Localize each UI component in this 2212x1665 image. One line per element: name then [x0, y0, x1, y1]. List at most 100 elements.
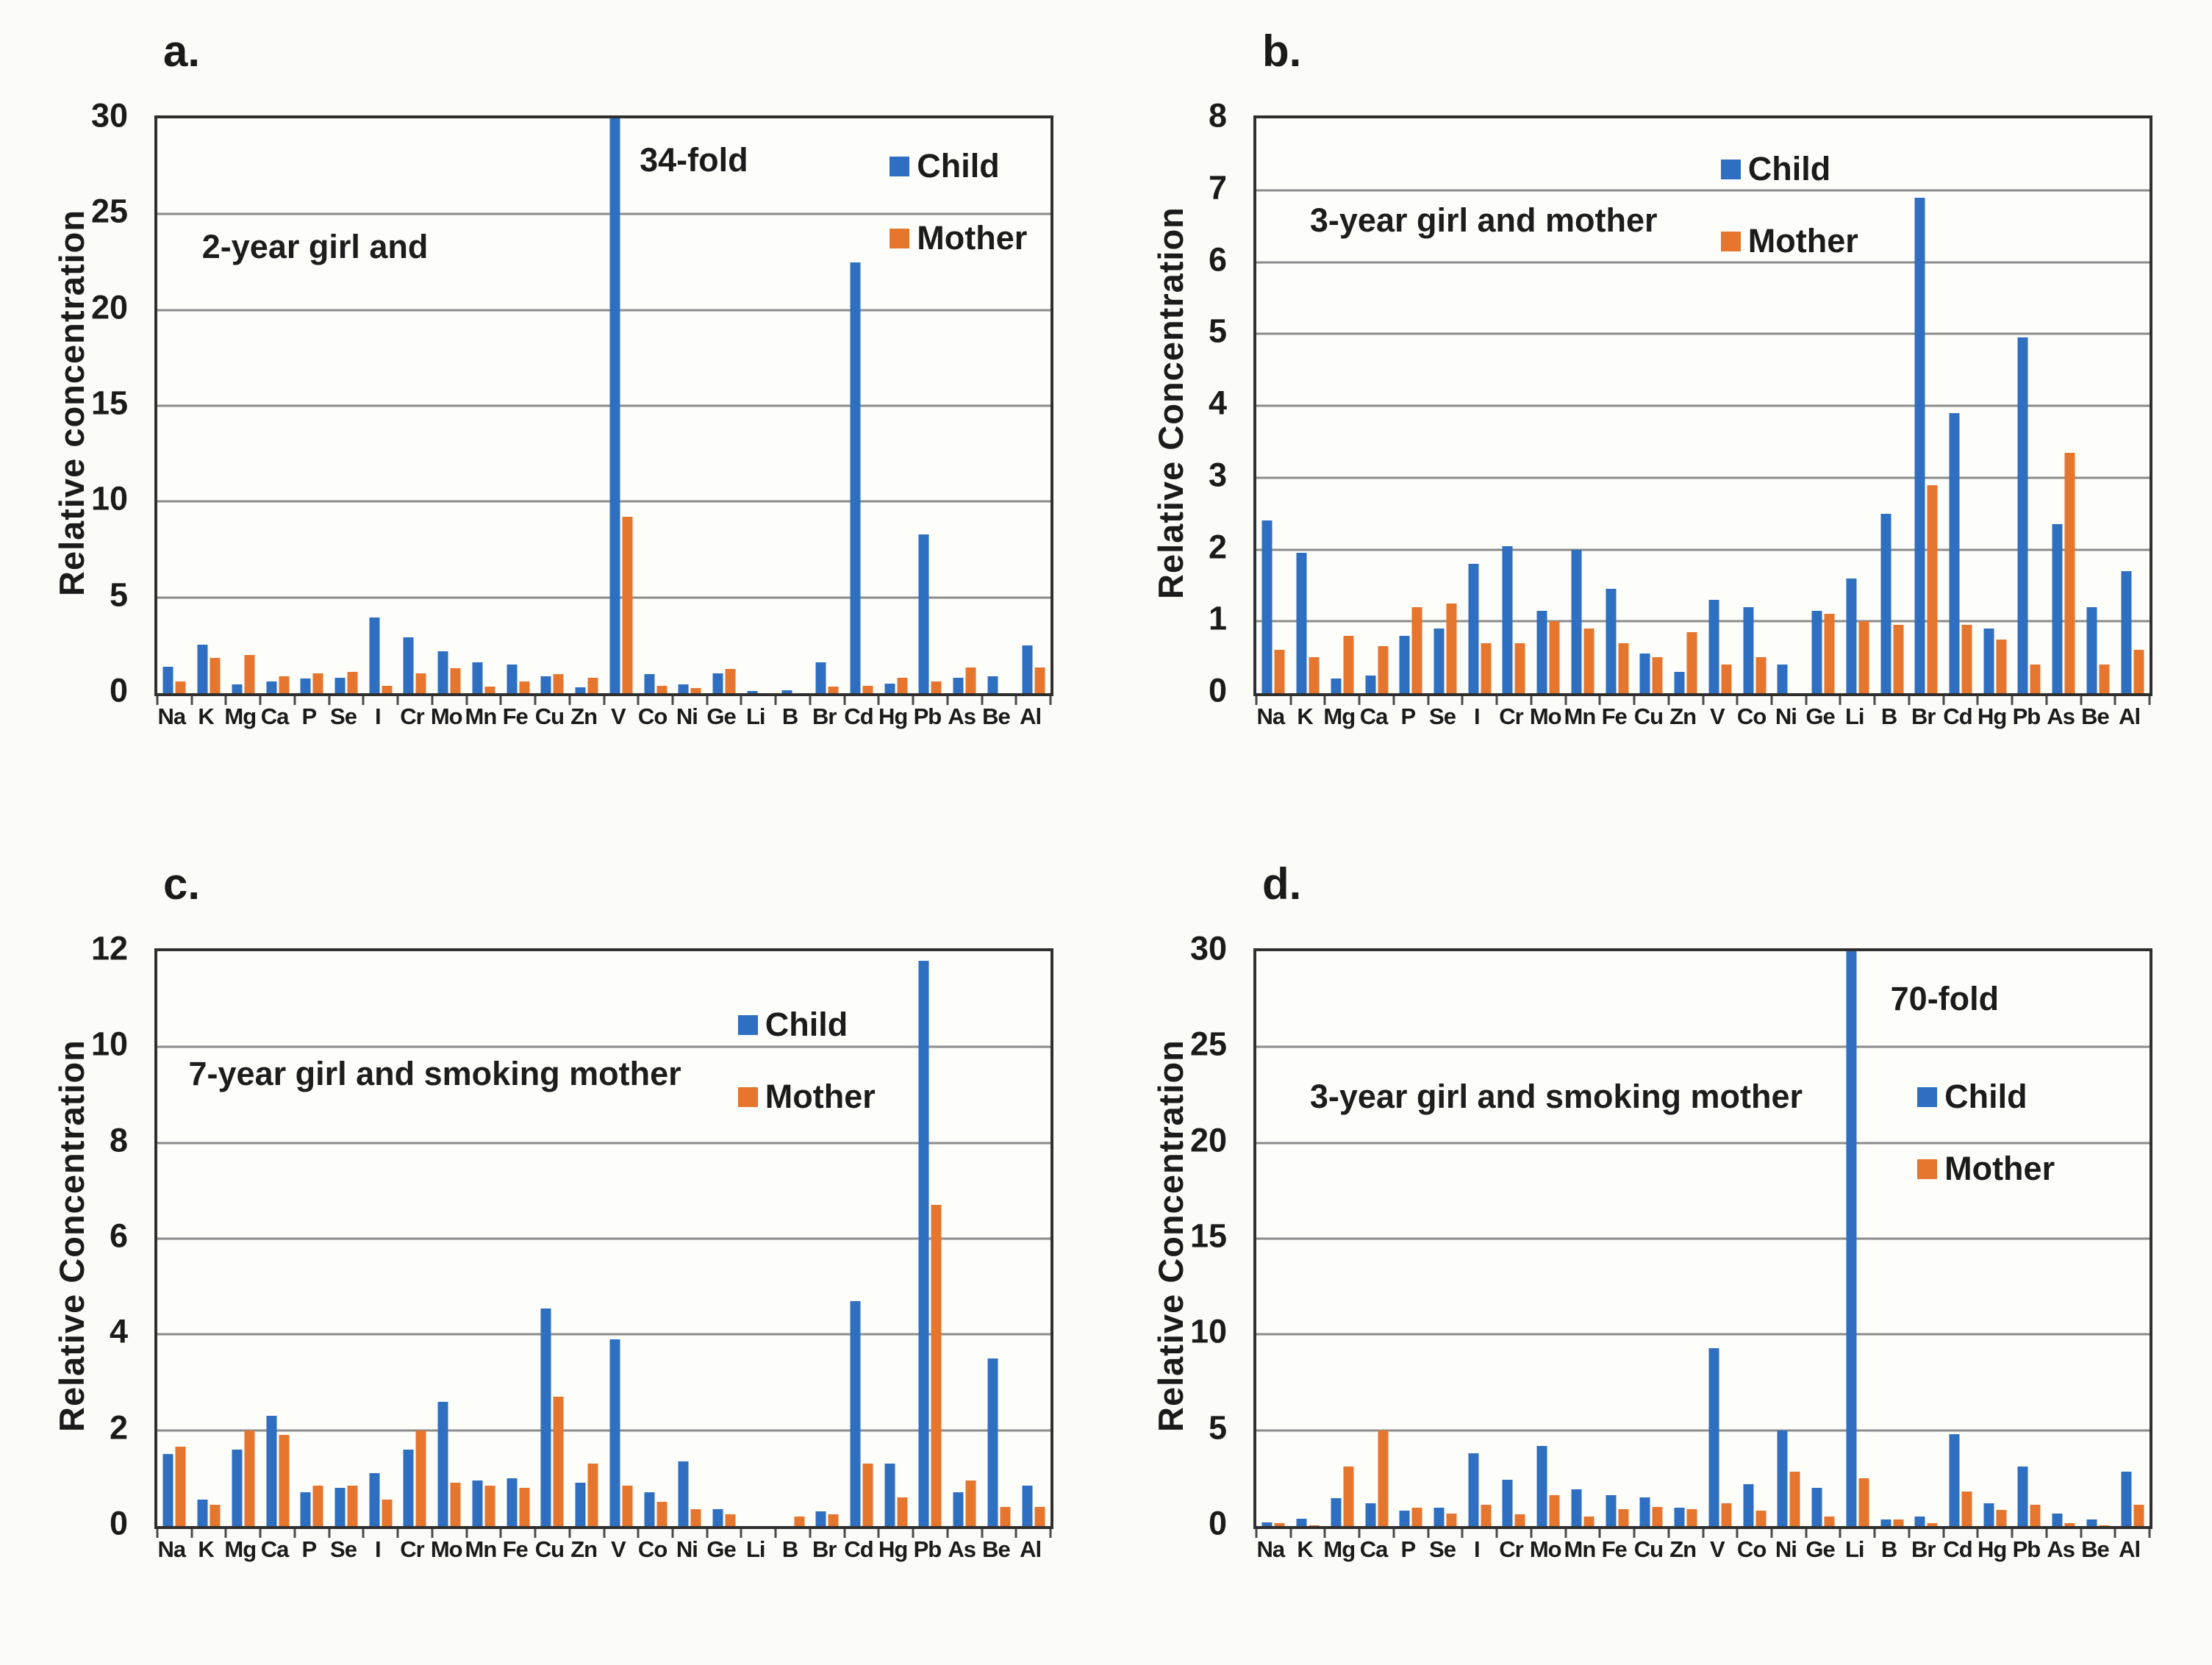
x-tick-label: Zn — [1669, 703, 1697, 729]
x-tick-mark — [981, 696, 984, 705]
bar-child-Mo — [437, 1401, 448, 1526]
x-tick-mark — [1564, 1529, 1567, 1538]
bar-group-As — [2052, 118, 2075, 693]
x-tick-label: Li — [1845, 1536, 1865, 1562]
bar-group-Na — [162, 118, 186, 693]
y-tick-label: 6 — [109, 1217, 128, 1255]
bar-child-Mo — [1536, 610, 1547, 693]
bar-mother-K — [1309, 1525, 1320, 1526]
x-tick-label: K — [1297, 1536, 1313, 1562]
x-tick-mark — [156, 1529, 159, 1538]
x-tick-mark — [1839, 1529, 1841, 1538]
bar-mother-Al — [2133, 1505, 2144, 1526]
bar-child-Ge — [1811, 610, 1822, 693]
bar-mother-Be — [2099, 1525, 2110, 1526]
bar-group-Al — [1022, 951, 1045, 1526]
bar-mother-Se — [347, 672, 358, 693]
x-tick-label: Cr — [1499, 703, 1523, 729]
x-tick-mark — [1255, 1529, 1258, 1538]
bar-mother-P — [312, 673, 323, 693]
bar-child-Hg — [884, 1464, 895, 1526]
x-tick-label: Cu — [534, 703, 565, 729]
x-tick-mark — [1461, 1529, 1464, 1538]
bar-group-Ge — [712, 118, 736, 693]
bar-group-Co — [1743, 118, 1767, 693]
y-axis-ticks: 0 5 10 15 20 25 30 — [1136, 932, 1240, 1540]
x-tick-label: Br — [812, 1536, 837, 1562]
bar-child-Co — [1743, 1483, 1754, 1526]
bar-child-I — [1468, 564, 1479, 693]
legend-entry-child: Child — [1720, 150, 1858, 188]
x-tick-mark — [1598, 1529, 1601, 1538]
bar-mother-Be — [1000, 1506, 1011, 1526]
x-tick-label: Se — [330, 1536, 357, 1562]
bar-group-Fe — [507, 951, 530, 1526]
bar-group-Co — [644, 951, 667, 1526]
bar-mother-Co — [656, 1502, 667, 1526]
bar-mother-Br — [1927, 1523, 1938, 1526]
x-tick-mark — [1942, 1529, 1945, 1538]
bar-mother-Mo — [1549, 621, 1560, 693]
bar-mother-Fe — [1618, 1508, 1629, 1526]
x-axis-labels: Na K Mg Ca P Se I Cr Mo Mn Fe Cu Zn V Co Ni Ge Li B Br Cd Hg P… — [1253, 703, 2147, 742]
bar-child-Be — [987, 676, 998, 693]
x-tick-label: P — [1400, 1536, 1416, 1562]
bar-group-Cd — [850, 951, 873, 1526]
bar-mother-P — [1411, 606, 1422, 693]
bar-child-Cu — [540, 676, 551, 693]
x-tick-label: Mg — [1323, 1536, 1356, 1562]
x-tick-mark — [946, 696, 949, 705]
gridline — [157, 1045, 1050, 1048]
bar-mother-Mo — [450, 1483, 461, 1526]
bar-child-Ni — [678, 1461, 689, 1526]
bar-child-Fe — [507, 664, 518, 693]
x-tick-mark — [843, 696, 846, 705]
y-tick-label: 4 — [1208, 384, 1227, 422]
bar-mother-Se — [1446, 1514, 1457, 1526]
bar-child-Mo — [437, 651, 448, 693]
bar-group-Cr — [1502, 951, 1525, 1526]
bar-group-Ni — [678, 951, 701, 1526]
bar-child-Mn — [1571, 549, 1582, 693]
bar-group-Be — [987, 118, 1010, 693]
x-tick-mark — [1427, 696, 1430, 705]
x-tick-label: Br — [812, 703, 837, 729]
bar-mother-Cu — [553, 673, 564, 693]
gridlines — [1256, 951, 2150, 1526]
x-tick-label: Se — [1429, 703, 1456, 729]
bar-child-Zn — [1674, 671, 1685, 693]
x-tick-mark — [671, 1529, 674, 1538]
bar-mother-Mn — [1583, 629, 1594, 693]
panel-letter: d. — [1262, 859, 1302, 909]
x-tick-label: Ge — [1805, 703, 1835, 729]
x-tick-mark — [431, 1529, 434, 1538]
legend-swatch-child — [890, 156, 910, 176]
legend-label-child: Child — [1747, 150, 1831, 187]
bar-mother-Br — [828, 1514, 839, 1526]
bar-child-Br — [815, 662, 826, 693]
x-tick-label: Ni — [676, 703, 698, 729]
bar-mother-Ge — [725, 669, 736, 693]
bar-group-Mo — [437, 118, 461, 693]
bar-mother-Zn — [1686, 1508, 1697, 1526]
bars-layer — [156, 951, 1052, 1538]
chart-title: 2-year girl and — [201, 227, 429, 265]
x-tick-label: Al — [2119, 1536, 2141, 1562]
bar-group-Co — [1743, 951, 1767, 1526]
bar-child-Pb — [2017, 1467, 2028, 1526]
y-tick-label: 8 — [109, 1121, 128, 1159]
bar-child-Cd — [850, 1300, 861, 1526]
x-tick-mark — [465, 696, 468, 705]
x-tick-mark — [603, 696, 605, 705]
x-tick-label: Na — [157, 703, 187, 729]
bar-mother-Fe — [519, 681, 530, 693]
bar-group-Mn — [1571, 118, 1594, 693]
x-tick-label: Be — [2081, 703, 2110, 729]
bar-group-B — [781, 118, 804, 693]
bar-mother-As — [965, 667, 976, 693]
plot-area: 2-year girl and 34-fold Child Mother — [154, 115, 1053, 705]
y-tick-label: 7 — [1208, 168, 1227, 207]
x-tick-mark — [2113, 696, 2116, 705]
y-tick-label: 2 — [1208, 528, 1227, 565]
bar-group-Br — [815, 118, 839, 693]
